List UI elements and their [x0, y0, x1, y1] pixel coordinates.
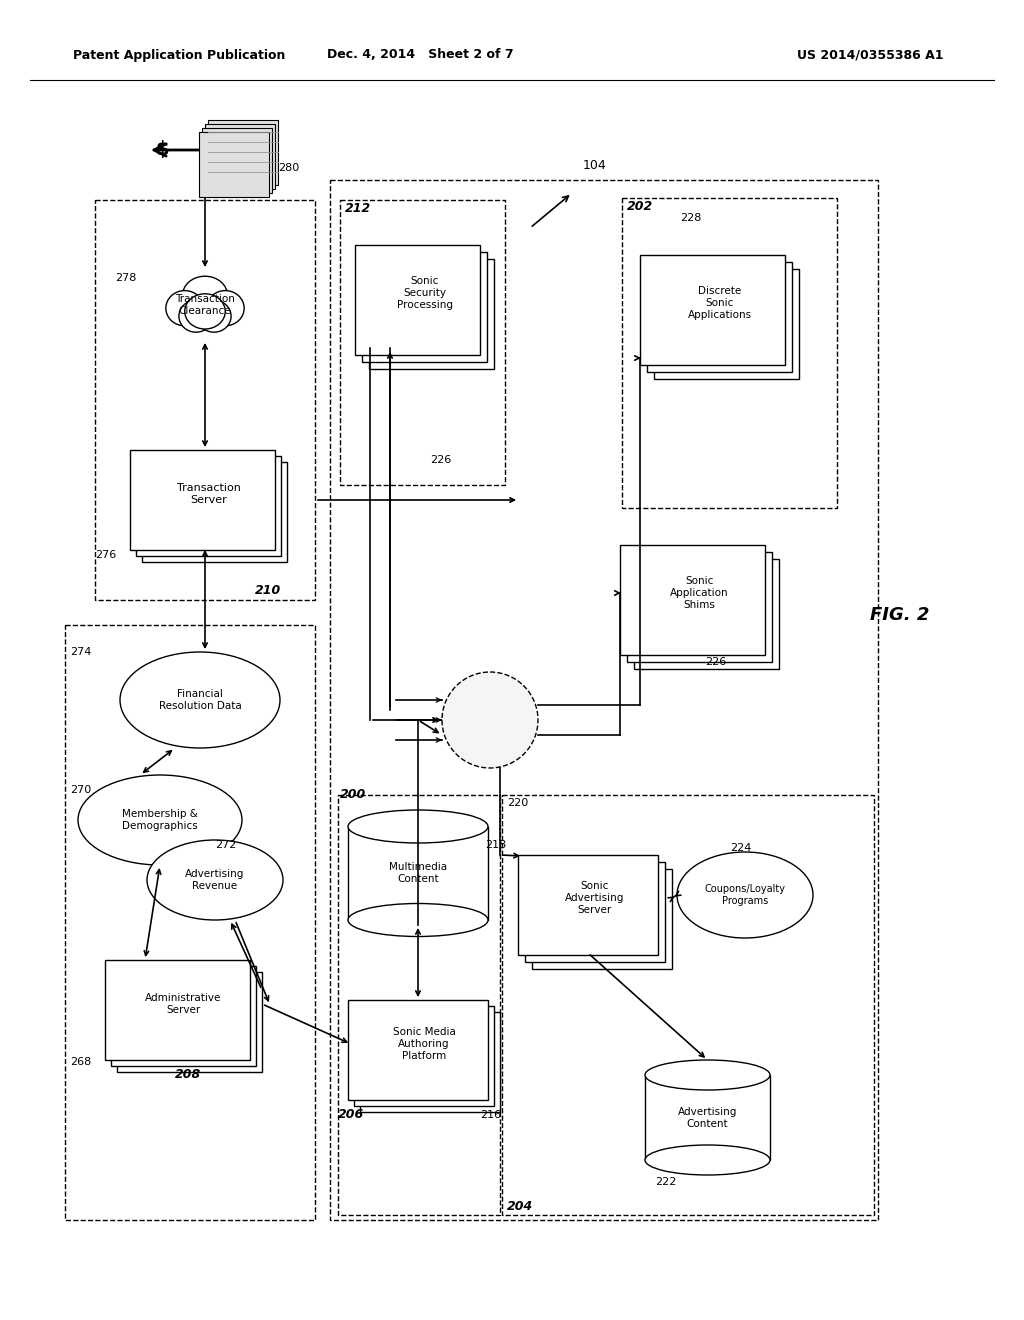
Text: 212: 212	[345, 202, 372, 214]
Bar	[620, 545, 765, 655]
Text: Transaction
Clearance: Transaction Clearance	[175, 294, 234, 315]
Text: Sonic
Application
Shims: Sonic Application Shims	[670, 577, 729, 610]
Text: 272: 272	[215, 840, 237, 850]
Ellipse shape	[348, 903, 488, 936]
Text: Advertising
Revenue: Advertising Revenue	[185, 869, 245, 891]
Ellipse shape	[677, 851, 813, 939]
Text: 210: 210	[255, 583, 282, 597]
Bar	[525, 862, 665, 962]
Text: Dec. 4, 2014   Sheet 2 of 7: Dec. 4, 2014 Sheet 2 of 7	[327, 49, 513, 62]
Text: 202: 202	[627, 199, 653, 213]
Text: Coupons/Loyalty
Programs: Coupons/Loyalty Programs	[705, 884, 785, 906]
Bar	[354, 1006, 494, 1106]
Bar	[645, 1074, 770, 1160]
Bar	[502, 795, 874, 1214]
Bar	[634, 558, 779, 669]
Text: 278: 278	[115, 273, 136, 282]
Bar	[202, 128, 272, 193]
Text: Membership &
Demographics: Membership & Demographics	[122, 809, 198, 830]
Bar	[330, 180, 878, 1220]
Text: 216: 216	[480, 1110, 501, 1119]
Bar	[362, 252, 487, 362]
Text: Sonic
Advertising
Server: Sonic Advertising Server	[565, 882, 625, 915]
Bar	[640, 255, 785, 366]
Bar	[369, 259, 494, 370]
Bar	[205, 124, 275, 189]
Text: 204: 204	[507, 1200, 534, 1213]
Bar	[348, 826, 488, 920]
Text: Financial
Resolution Data: Financial Resolution Data	[159, 689, 242, 710]
Ellipse shape	[166, 290, 204, 326]
Bar	[199, 132, 269, 197]
Text: 200: 200	[340, 788, 367, 801]
Ellipse shape	[645, 1060, 770, 1090]
Bar	[208, 120, 278, 185]
Text: 228: 228	[680, 213, 701, 223]
Text: 218: 218	[485, 840, 506, 850]
Text: Transaction
Server: Transaction Server	[176, 483, 241, 504]
Text: 224: 224	[730, 843, 752, 853]
Text: $: $	[156, 140, 169, 160]
Ellipse shape	[182, 276, 227, 314]
Text: 280: 280	[278, 162, 299, 173]
Bar	[532, 869, 672, 969]
Bar	[654, 269, 799, 379]
Bar	[117, 972, 262, 1072]
Text: 276: 276	[95, 550, 117, 560]
Text: 104: 104	[583, 158, 607, 172]
Text: 270: 270	[70, 785, 91, 795]
Text: 268: 268	[70, 1057, 91, 1067]
Bar	[65, 624, 315, 1220]
Text: Sonic Media
Authoring
Platform: Sonic Media Authoring Platform	[392, 1027, 456, 1060]
Text: 206: 206	[338, 1109, 365, 1122]
Text: 220: 220	[507, 799, 528, 808]
Bar	[518, 855, 658, 954]
Ellipse shape	[197, 300, 231, 333]
Text: Dispatcher: Dispatcher	[460, 715, 520, 725]
Bar	[105, 960, 250, 1060]
Ellipse shape	[348, 810, 488, 843]
Text: 226: 226	[430, 455, 452, 465]
Text: 208: 208	[175, 1068, 202, 1081]
Ellipse shape	[179, 300, 213, 333]
Bar	[136, 455, 281, 556]
Bar	[130, 450, 275, 550]
Bar	[627, 552, 772, 663]
Bar	[95, 201, 315, 601]
Ellipse shape	[442, 672, 538, 768]
Ellipse shape	[184, 294, 225, 329]
Ellipse shape	[645, 1144, 770, 1175]
Text: 222: 222	[655, 1177, 677, 1187]
Bar	[111, 966, 256, 1067]
Bar	[338, 795, 500, 1214]
Text: Discrete
Sonic
Applications: Discrete Sonic Applications	[687, 286, 752, 319]
Ellipse shape	[147, 840, 283, 920]
Text: Sonic
Security
Processing: Sonic Security Processing	[396, 276, 453, 310]
Text: FIG. 2: FIG. 2	[870, 606, 930, 624]
Ellipse shape	[120, 652, 280, 748]
Text: Patent Application Publication: Patent Application Publication	[73, 49, 286, 62]
Text: Multimedia
Content: Multimedia Content	[389, 862, 447, 884]
Text: 274: 274	[70, 647, 91, 657]
Bar	[647, 261, 792, 372]
Text: Advertising
Content: Advertising Content	[678, 1107, 737, 1129]
Bar	[360, 1012, 500, 1111]
Ellipse shape	[207, 290, 244, 326]
Ellipse shape	[78, 775, 242, 865]
Bar	[622, 198, 837, 508]
Bar	[348, 1001, 488, 1100]
Text: 226: 226	[705, 657, 726, 667]
Bar	[142, 462, 287, 562]
Bar	[340, 201, 505, 484]
Bar	[355, 246, 480, 355]
Text: US 2014/0355386 A1: US 2014/0355386 A1	[797, 49, 943, 62]
Text: Administrative
Server: Administrative Server	[145, 993, 221, 1015]
